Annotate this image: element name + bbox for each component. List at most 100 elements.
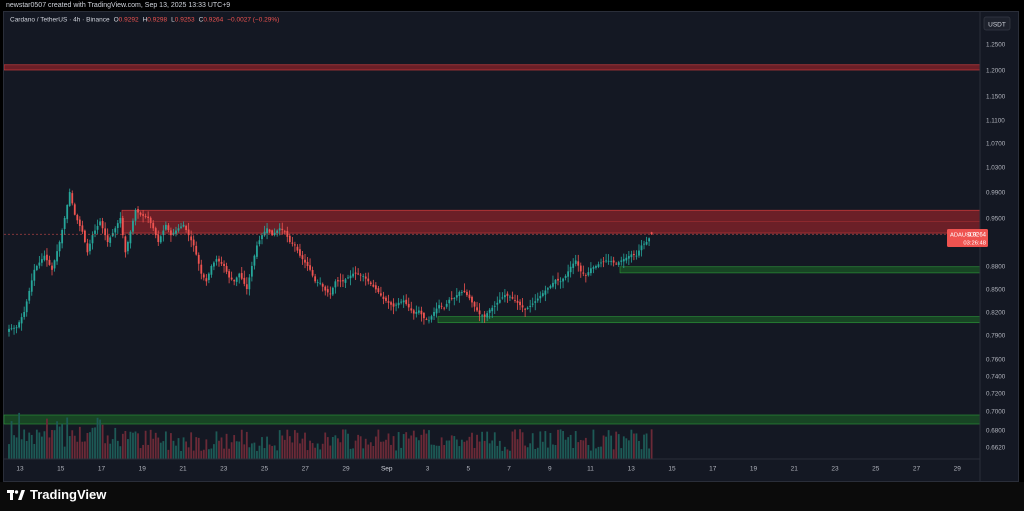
- candle-body[interactable]: [600, 262, 602, 264]
- candle-body[interactable]: [352, 273, 354, 277]
- candle-body[interactable]: [435, 308, 438, 314]
- candle-body[interactable]: [159, 236, 162, 243]
- candle-body[interactable]: [286, 231, 289, 237]
- candle-body[interactable]: [552, 282, 554, 287]
- candle-body[interactable]: [18, 322, 21, 328]
- candle-body[interactable]: [369, 282, 372, 285]
- candle-body[interactable]: [61, 230, 64, 244]
- candle-body[interactable]: [30, 280, 33, 292]
- candle-body[interactable]: [549, 285, 552, 288]
- candle-body[interactable]: [223, 263, 225, 266]
- candle-body[interactable]: [536, 298, 539, 301]
- candle-body[interactable]: [359, 274, 362, 276]
- candle-body[interactable]: [76, 215, 79, 221]
- candle-body[interactable]: [458, 292, 461, 296]
- candle-body[interactable]: [534, 301, 537, 303]
- candle-body[interactable]: [486, 313, 489, 318]
- candle-body[interactable]: [119, 218, 122, 224]
- candle-body[interactable]: [617, 262, 620, 265]
- candle-body[interactable]: [466, 291, 468, 296]
- candle-body[interactable]: [496, 302, 499, 305]
- candle-body[interactable]: [595, 266, 597, 268]
- candle-body[interactable]: [253, 255, 256, 266]
- candle-body[interactable]: [347, 277, 349, 279]
- candle-body[interactable]: [167, 225, 170, 230]
- candle-body[interactable]: [324, 286, 327, 291]
- candle-body[interactable]: [648, 238, 650, 242]
- candle-body[interactable]: [132, 220, 134, 232]
- candle-body[interactable]: [382, 296, 385, 299]
- candle-body[interactable]: [344, 279, 347, 283]
- candle-body[interactable]: [539, 295, 542, 299]
- candle-body[interactable]: [78, 219, 81, 226]
- candle-body[interactable]: [266, 228, 268, 234]
- candle-body[interactable]: [319, 282, 322, 284]
- candle-body[interactable]: [170, 230, 172, 236]
- candle-body[interactable]: [276, 230, 279, 233]
- candle-body[interactable]: [450, 298, 453, 300]
- candle-body[interactable]: [433, 312, 435, 316]
- candle-body[interactable]: [104, 228, 107, 236]
- candle-body[interactable]: [377, 288, 380, 293]
- candle-body[interactable]: [620, 260, 623, 262]
- candle-body[interactable]: [357, 273, 360, 275]
- candle-body[interactable]: [607, 260, 610, 262]
- candle-body[interactable]: [58, 242, 61, 252]
- candle-body[interactable]: [271, 230, 274, 236]
- candle-body[interactable]: [415, 312, 418, 314]
- candle-body[interactable]: [245, 284, 248, 289]
- candle-body[interactable]: [483, 314, 486, 317]
- candle-body[interactable]: [63, 218, 66, 229]
- candle-body[interactable]: [230, 277, 233, 280]
- candle-body[interactable]: [410, 308, 413, 311]
- candle-body[interactable]: [612, 260, 615, 263]
- candle-body[interactable]: [301, 255, 304, 260]
- candle-body[interactable]: [66, 205, 69, 220]
- candle-body[interactable]: [453, 298, 456, 299]
- candle-body[interactable]: [625, 257, 628, 261]
- candle-body[interactable]: [443, 307, 446, 309]
- candle-body[interactable]: [228, 271, 231, 278]
- candle-body[interactable]: [622, 259, 625, 262]
- candle-body[interactable]: [374, 285, 377, 290]
- candle-body[interactable]: [597, 264, 600, 267]
- candle-body[interactable]: [519, 301, 521, 306]
- candle-body[interactable]: [640, 245, 643, 251]
- candle-body[interactable]: [509, 296, 511, 298]
- candle-body[interactable]: [202, 274, 205, 278]
- candle-body[interactable]: [448, 299, 451, 304]
- candle-body[interactable]: [392, 303, 395, 307]
- candle-body[interactable]: [337, 280, 339, 282]
- candle-body[interactable]: [417, 310, 420, 313]
- candle-body[interactable]: [627, 256, 630, 259]
- candle-body[interactable]: [71, 193, 74, 204]
- candle-body[interactable]: [283, 231, 286, 233]
- candle-body[interactable]: [488, 309, 491, 313]
- candle-body[interactable]: [35, 266, 38, 270]
- candle-body[interactable]: [243, 277, 246, 284]
- candle-body[interactable]: [81, 225, 84, 232]
- candle-body[interactable]: [147, 216, 150, 218]
- candle-body[interactable]: [574, 260, 577, 264]
- candle-body[interactable]: [185, 225, 187, 230]
- candle-body[interactable]: [473, 302, 476, 307]
- candle-body[interactable]: [43, 255, 46, 260]
- candle-body[interactable]: [8, 328, 10, 332]
- candle-body[interactable]: [412, 310, 415, 314]
- candle-body[interactable]: [602, 261, 605, 263]
- candle-body[interactable]: [531, 303, 534, 305]
- candle-body[interactable]: [109, 237, 112, 243]
- candle-body[interactable]: [385, 297, 387, 301]
- candle-body[interactable]: [445, 303, 448, 307]
- candle-body[interactable]: [326, 289, 329, 293]
- candle-body[interactable]: [10, 328, 13, 330]
- candle-body[interactable]: [402, 300, 405, 303]
- candle-body[interactable]: [296, 246, 299, 251]
- candle-body[interactable]: [635, 255, 638, 257]
- candle-body[interactable]: [405, 299, 408, 304]
- candle-body[interactable]: [557, 278, 559, 281]
- candle-body[interactable]: [541, 293, 544, 297]
- candle-body[interactable]: [139, 212, 142, 215]
- candle-body[interactable]: [114, 228, 117, 233]
- candle-body[interactable]: [630, 254, 633, 258]
